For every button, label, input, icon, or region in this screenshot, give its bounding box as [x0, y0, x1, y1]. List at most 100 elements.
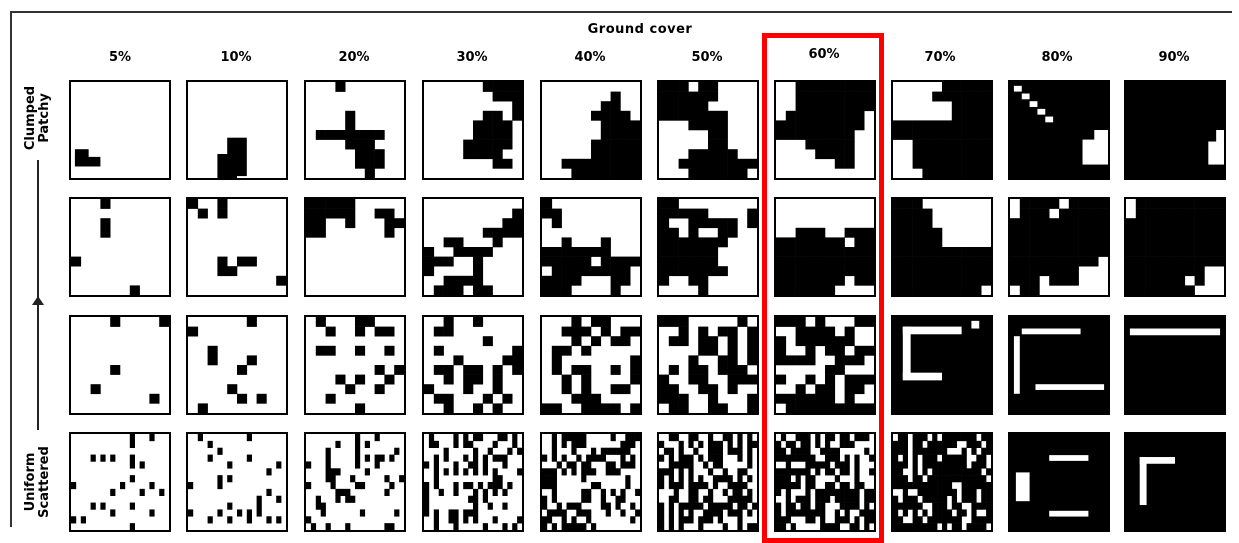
cover-cell [542, 403, 553, 413]
cover-cell [335, 440, 341, 449]
cover-cell [981, 158, 991, 169]
cover-cell [922, 454, 928, 462]
cover-cell [149, 509, 155, 517]
cover-cell [620, 336, 631, 347]
cover-cell [981, 502, 987, 510]
cover-cell [630, 326, 640, 337]
cover-cell [825, 275, 836, 286]
cover-cell [1019, 285, 1030, 295]
cover-cell [620, 149, 631, 160]
cover-cell [776, 256, 787, 267]
cover-cell [217, 266, 228, 277]
cover-cell [581, 384, 592, 395]
cover-cell [1175, 199, 1186, 209]
cover-cell [453, 461, 459, 469]
cover-cell [946, 482, 953, 490]
cover-cell [986, 516, 991, 524]
cover-cell [1049, 275, 1060, 286]
cover-cell [546, 468, 553, 476]
cover-cell [374, 461, 380, 469]
cover-cell [1135, 266, 1146, 277]
cover-cell [897, 482, 904, 490]
cover-cell [737, 468, 743, 476]
cover-cell [576, 523, 582, 530]
side-label-patchy: Patchy [37, 93, 52, 143]
cover-cell [912, 218, 923, 229]
cover-cell [620, 509, 626, 517]
cover-cell [932, 237, 943, 248]
cover-cell [668, 523, 674, 530]
cover-cell [981, 149, 991, 160]
cover-cell [859, 482, 865, 490]
cover-cell [688, 227, 699, 238]
pattern-cell-uniform-60 [774, 432, 876, 532]
cover-cell [810, 516, 816, 524]
cover-cell [571, 468, 577, 476]
cover-cell [717, 509, 723, 517]
cover-cell [546, 516, 553, 524]
cover-cell [90, 454, 96, 462]
cover-cell [610, 336, 621, 347]
cover-cell [551, 355, 562, 366]
cover-cell [785, 317, 796, 327]
cover-cell [1059, 266, 1070, 277]
cover-cell [951, 120, 962, 131]
cover-cell [927, 440, 933, 449]
cover-cell [780, 434, 787, 442]
pattern-graphic [1208, 130, 1224, 165]
cover-cell [678, 326, 689, 337]
cover-cell [961, 447, 967, 455]
cover-cell [663, 447, 670, 455]
cover-cell [795, 393, 806, 404]
cover-cell [712, 461, 719, 469]
pattern-cell-clumped-30 [422, 80, 524, 180]
cover-cell [708, 168, 719, 178]
cover-cell [1068, 256, 1079, 267]
cover-cell [345, 488, 351, 497]
cover-cell [668, 199, 679, 209]
cover-cell [1165, 237, 1176, 248]
cover-cell [443, 326, 454, 337]
cover-cell [688, 461, 694, 469]
cover-cell [668, 403, 679, 413]
cover-cell [463, 434, 469, 442]
cover-cell [492, 475, 498, 483]
cover-cell [932, 468, 938, 476]
cover-cell [810, 454, 816, 462]
cover-cell [659, 454, 665, 462]
cover-cell [600, 149, 611, 160]
cover-cell [815, 317, 826, 327]
cover-cell [688, 208, 699, 219]
cover-cell [1068, 266, 1079, 277]
cover-cell [864, 434, 870, 442]
cover-cell [776, 345, 787, 356]
cover-cell [708, 345, 719, 356]
cover-cell [976, 468, 982, 476]
cover-cell [747, 208, 757, 219]
cover-cell [678, 461, 684, 469]
bare-strip [1035, 384, 1105, 390]
cover-cell [946, 440, 953, 449]
cover-cell [698, 82, 709, 92]
cover-cell [942, 516, 948, 524]
cover-cell [424, 509, 430, 517]
cover-cell [1088, 199, 1099, 209]
pattern-cell-patchy-90 [1124, 197, 1226, 297]
cover-cell [630, 120, 640, 131]
cover-cell [1194, 208, 1205, 219]
cover-cell [120, 482, 126, 490]
cover-cell [844, 454, 850, 462]
cover-cell [389, 454, 395, 462]
cover-cell [815, 227, 826, 238]
cover-cell [942, 266, 953, 277]
cover-cell [776, 266, 787, 277]
cover-cell [600, 488, 606, 497]
cover-cell [688, 218, 699, 229]
cover-cell [581, 266, 592, 277]
cover-cell [1059, 247, 1070, 257]
cover-cell [805, 461, 811, 469]
cover-cell [668, 208, 679, 219]
cover-cell [688, 488, 694, 497]
cover-cell [932, 523, 938, 530]
cover-cell [448, 509, 454, 517]
